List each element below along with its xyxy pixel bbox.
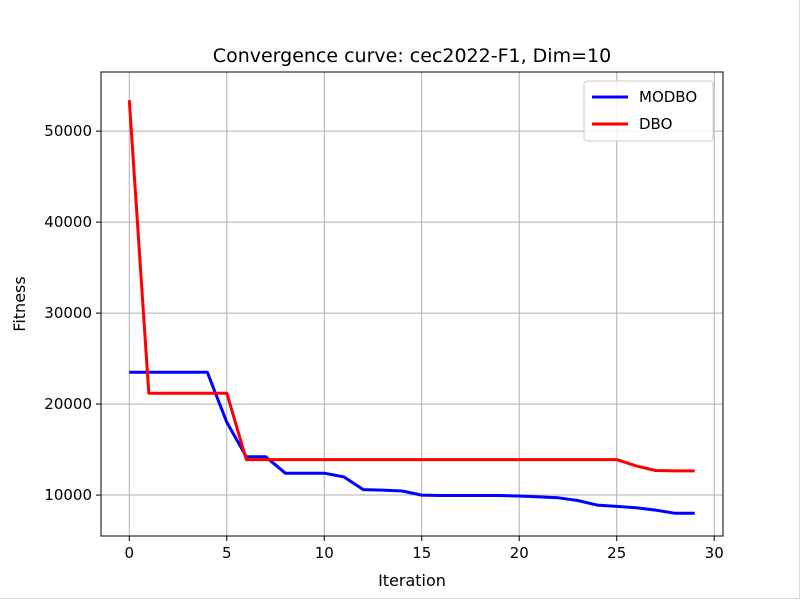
grid bbox=[101, 72, 723, 536]
y-tick-label: 10000 bbox=[44, 486, 92, 504]
x-tick-label: 30 bbox=[705, 544, 724, 562]
x-tick-label: 20 bbox=[510, 544, 529, 562]
legend: MODBO DBO bbox=[583, 80, 714, 142]
x-tick-label: 5 bbox=[222, 544, 232, 562]
legend-label-modbo: MODBO bbox=[639, 88, 697, 106]
x-tick-label: 25 bbox=[607, 544, 626, 562]
x-tick-label: 15 bbox=[412, 544, 431, 562]
y-tick-label: 40000 bbox=[44, 213, 92, 231]
y-tick-label: 50000 bbox=[44, 122, 92, 140]
x-tick-label: 10 bbox=[315, 544, 334, 562]
x-tick-label: 0 bbox=[124, 544, 134, 562]
chart-title: Convergence curve: cec2022-F1, Dim=10 bbox=[213, 45, 611, 67]
series-line-dbo bbox=[127, 100, 695, 473]
legend-label-dbo: DBO bbox=[639, 115, 672, 133]
plot-lines bbox=[127, 100, 695, 515]
y-axis-label: Fitness bbox=[10, 276, 29, 331]
ticks: 0 5 10 15 20 25 30 10000 20000 30000 40000 50000 bbox=[44, 122, 723, 562]
axes-frame bbox=[100, 71, 724, 537]
y-tick-label: 20000 bbox=[44, 395, 92, 413]
x-axis-label: Iteration bbox=[378, 571, 446, 590]
y-tick-label: 30000 bbox=[44, 304, 92, 322]
series-line-modbo bbox=[129, 370, 695, 515]
